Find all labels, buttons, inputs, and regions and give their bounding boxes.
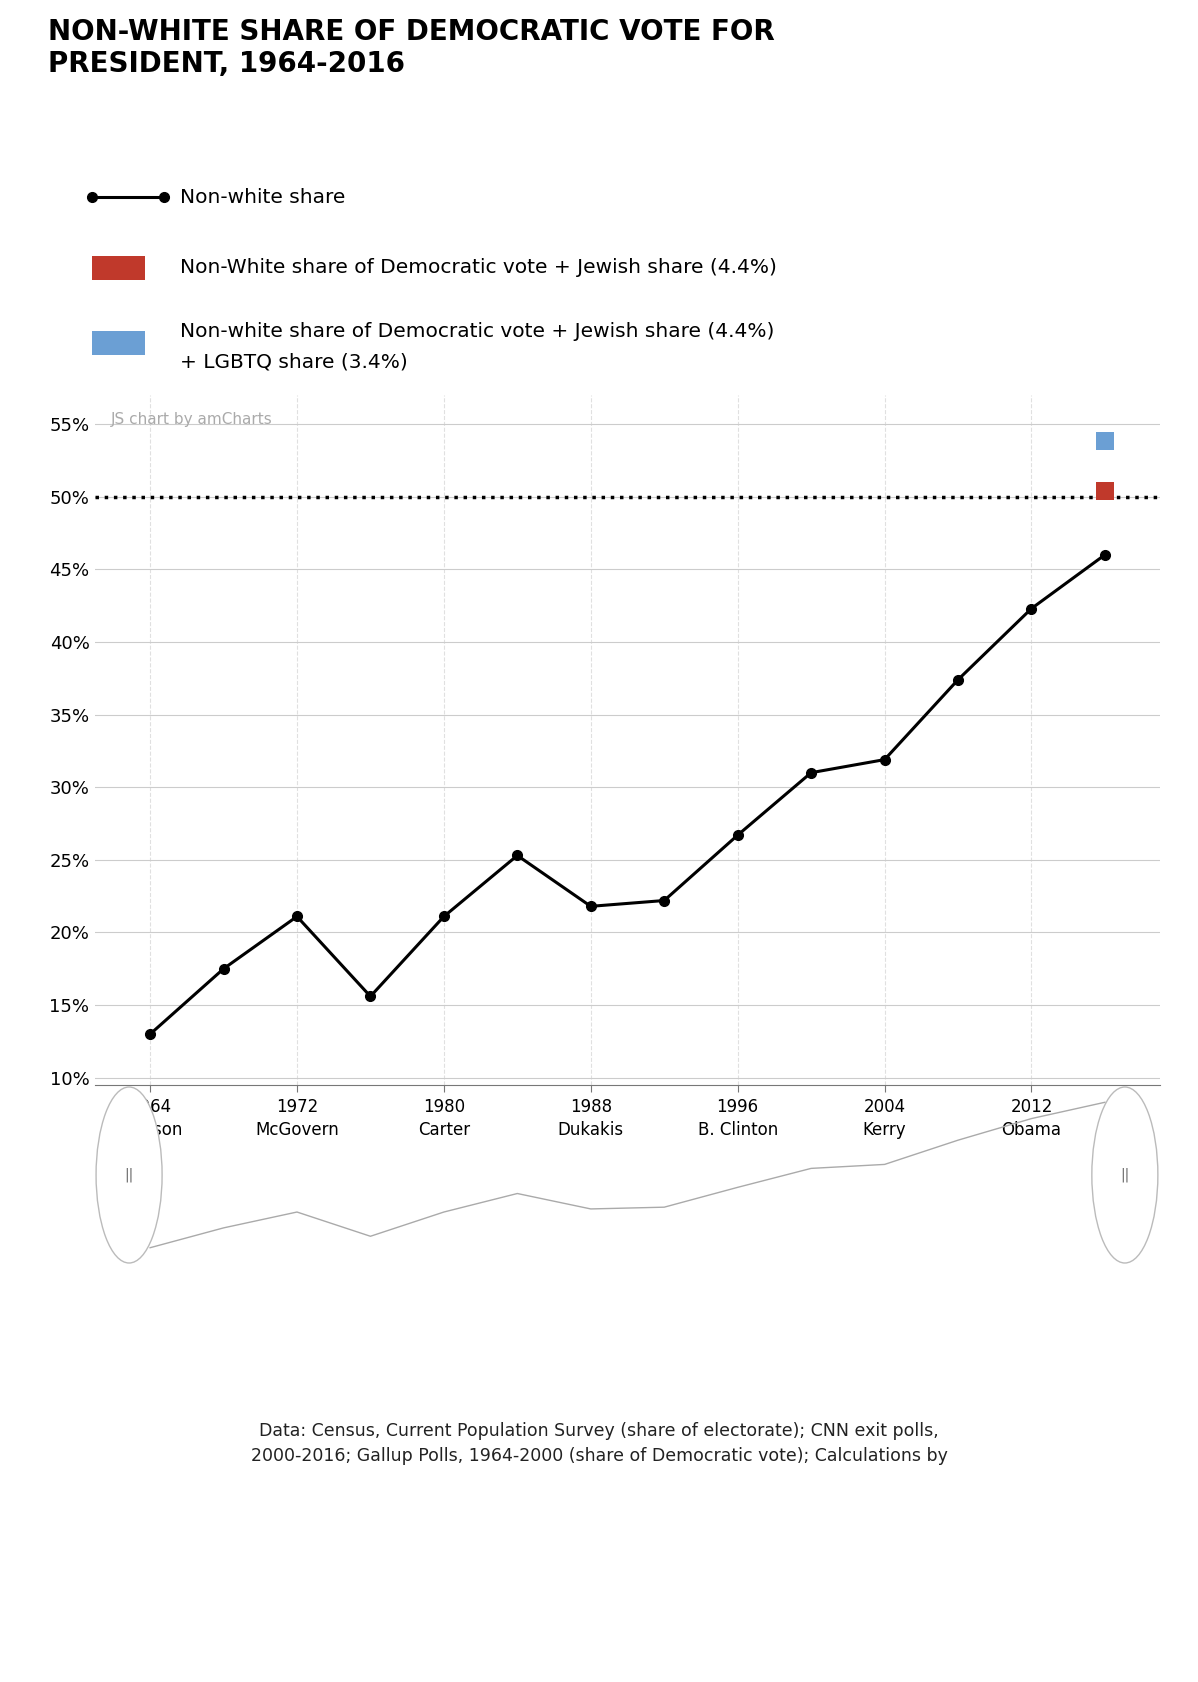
Ellipse shape — [96, 1087, 162, 1263]
Ellipse shape — [1091, 1087, 1158, 1263]
Text: Non-White share of Democratic vote + Jewish share (4.4%): Non-White share of Democratic vote + Jew… — [180, 259, 778, 278]
Point — [1095, 427, 1114, 454]
Text: Non-white share of Democratic vote + Jewish share (4.4%): Non-white share of Democratic vote + Jew… — [180, 321, 775, 341]
FancyBboxPatch shape — [92, 331, 145, 355]
Text: Non-white share: Non-white share — [180, 188, 345, 207]
Text: + LGBTQ share (3.4%): + LGBTQ share (3.4%) — [180, 352, 409, 372]
Point — [1095, 478, 1114, 505]
Text: Data: Census, Current Population Survey (share of electorate); CNN exit polls,
2: Data: Census, Current Population Survey … — [250, 1421, 948, 1465]
Text: ||: || — [1120, 1167, 1130, 1182]
FancyBboxPatch shape — [92, 256, 145, 279]
Text: NON-WHITE SHARE OF DEMOCRATIC VOTE FOR
PRESIDENT, 1964-2016: NON-WHITE SHARE OF DEMOCRATIC VOTE FOR P… — [48, 19, 775, 79]
Text: ||: || — [125, 1167, 134, 1182]
Text: JS chart by amCharts: JS chart by amCharts — [111, 412, 273, 427]
